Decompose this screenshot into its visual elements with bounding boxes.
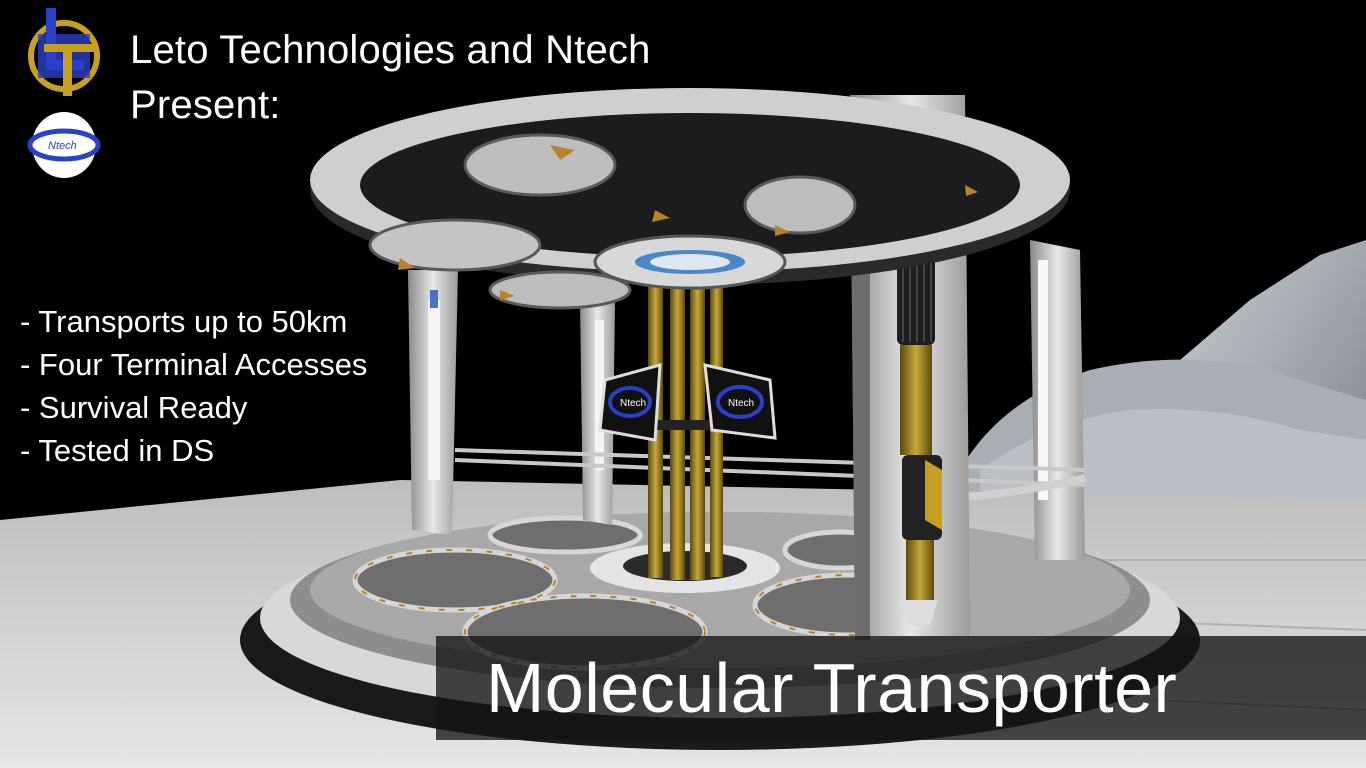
ntech-logo-label: Ntech [48,140,77,152]
feature-item: - Transports up to 50km [20,304,348,339]
terminal-right: Ntech [703,363,777,440]
terminal-left: Ntech [598,362,662,442]
title-banner [436,636,1366,740]
banner-title: Molecular Transporter [486,649,1178,727]
back-pillars [408,240,1085,560]
feature-list: - Transports up to 50km - Four Terminal … [20,300,367,472]
terminal-left-label: Ntech [620,398,646,409]
leto-logo-icon [28,8,100,96]
terminal-right-label: Ntech [728,398,754,409]
feature-item: - Four Terminal Accesses [20,347,368,382]
feature-item: - Tested in DS [20,433,215,468]
title-line-1: Leto Technologies and Ntech [130,28,651,72]
canopy [310,88,1070,310]
ntech-logo-icon: Ntech [27,112,101,178]
title-line-2: Present: [130,83,281,127]
feature-item: - Survival Ready [20,390,248,425]
